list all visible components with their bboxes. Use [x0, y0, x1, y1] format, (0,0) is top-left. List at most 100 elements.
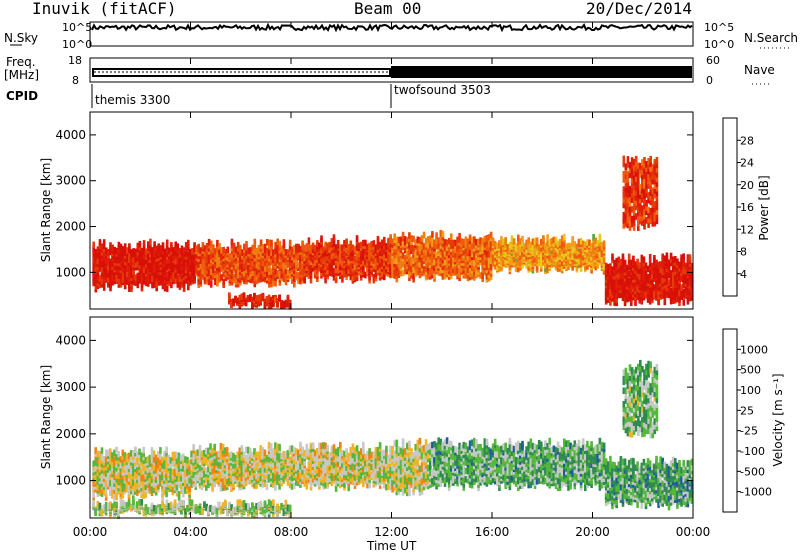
range-cell: [286, 259, 290, 266]
range-cell: [622, 191, 626, 198]
range-cell: [134, 472, 137, 479]
range-cell: [249, 272, 252, 279]
range-cell: [643, 157, 646, 164]
range-cell: [531, 245, 535, 252]
range-cell: [604, 262, 608, 270]
range-cell: [370, 241, 373, 248]
range-cell: [645, 182, 648, 190]
range-cell: [115, 446, 118, 454]
range-cell: [115, 486, 118, 494]
range-cell: [215, 455, 219, 462]
range-cell: [209, 240, 213, 248]
range-cell: [313, 249, 317, 256]
range-cell: [653, 173, 657, 180]
range-cell: [443, 270, 447, 277]
range-cell: [435, 237, 438, 245]
range-cell: [529, 257, 533, 265]
range-cell: [102, 270, 106, 277]
range-cell: [630, 191, 634, 199]
range-cell: [648, 284, 652, 291]
range-cell: [94, 267, 98, 274]
range-cell: [142, 460, 145, 468]
range-cell: [187, 249, 190, 257]
range-cell: [406, 237, 409, 244]
range-cell: [628, 200, 632, 207]
range-cell: [640, 254, 644, 262]
range-cell: [109, 258, 112, 266]
range-cell: [621, 288, 625, 295]
range-cell: [102, 284, 106, 291]
range-cell: [134, 248, 137, 256]
range-cell: [636, 258, 639, 266]
range-cell: [397, 236, 401, 244]
range-cell: [649, 155, 652, 163]
range-cell: [641, 173, 644, 180]
range-cell: [165, 243, 169, 250]
noise-right-tick-top: 10^5: [704, 21, 734, 34]
range-cell: [154, 454, 158, 462]
range-cell: [299, 255, 302, 263]
range-cell: [228, 253, 232, 260]
range-cell: [165, 274, 169, 282]
range-cell: [634, 174, 638, 182]
range-cell: [245, 249, 248, 257]
range-cell: [119, 456, 123, 463]
range-cell: [655, 175, 659, 183]
range-cell: [487, 244, 491, 251]
range-cell: [584, 263, 587, 271]
range-cell: [269, 301, 273, 309]
range-cell: [657, 278, 660, 286]
range-cell: [600, 255, 604, 263]
range-cell: [211, 467, 214, 475]
range-cell: [230, 238, 234, 246]
range-cell: [624, 216, 628, 223]
range-cell: [637, 195, 640, 203]
range-cell: [201, 257, 205, 265]
range-cell: [165, 264, 169, 271]
range-cell: [584, 241, 587, 249]
range-cell: [244, 299, 248, 307]
range-cell: [628, 166, 632, 174]
range-cell: [487, 254, 491, 262]
range-cell: [649, 184, 652, 191]
range-cell: [163, 450, 166, 458]
range-cell: [535, 255, 539, 262]
range-cell: [100, 473, 104, 481]
range-cell: [445, 239, 449, 247]
range-cell: [663, 288, 667, 296]
range-cell: [643, 222, 646, 230]
range-cell: [648, 281, 652, 288]
range-cell: [651, 173, 655, 180]
range-cell: [634, 165, 638, 172]
range-cell: [207, 478, 210, 486]
range-cell: [163, 459, 166, 467]
range-cell: [349, 246, 353, 253]
range-cell: [571, 246, 574, 254]
range-cell: [132, 469, 135, 477]
range-cell: [234, 246, 238, 254]
range-cell: [632, 199, 636, 206]
range-cell: [622, 171, 626, 178]
range-cell: [266, 271, 269, 278]
range-cell: [385, 243, 388, 250]
range-cell: [634, 184, 638, 192]
range-cell: [648, 260, 652, 268]
range-cell: [211, 447, 214, 455]
range-cell: [575, 243, 579, 251]
range-cell: [669, 294, 673, 301]
range-cell: [615, 277, 618, 284]
range-cell: [674, 256, 677, 263]
range-cell: [648, 298, 652, 305]
range-cell: [222, 246, 225, 254]
range-cell: [628, 209, 632, 217]
range-cell: [142, 474, 145, 482]
range-cell: [646, 265, 650, 273]
power-ylabel: Slant Range [km]: [39, 158, 53, 262]
range-cell: [648, 277, 652, 285]
range-cell: [653, 187, 657, 194]
range-cell: [265, 296, 269, 303]
range-cell: [637, 176, 640, 184]
range-cell: [104, 473, 108, 481]
range-cell: [165, 278, 169, 285]
range-cell: [481, 238, 484, 245]
